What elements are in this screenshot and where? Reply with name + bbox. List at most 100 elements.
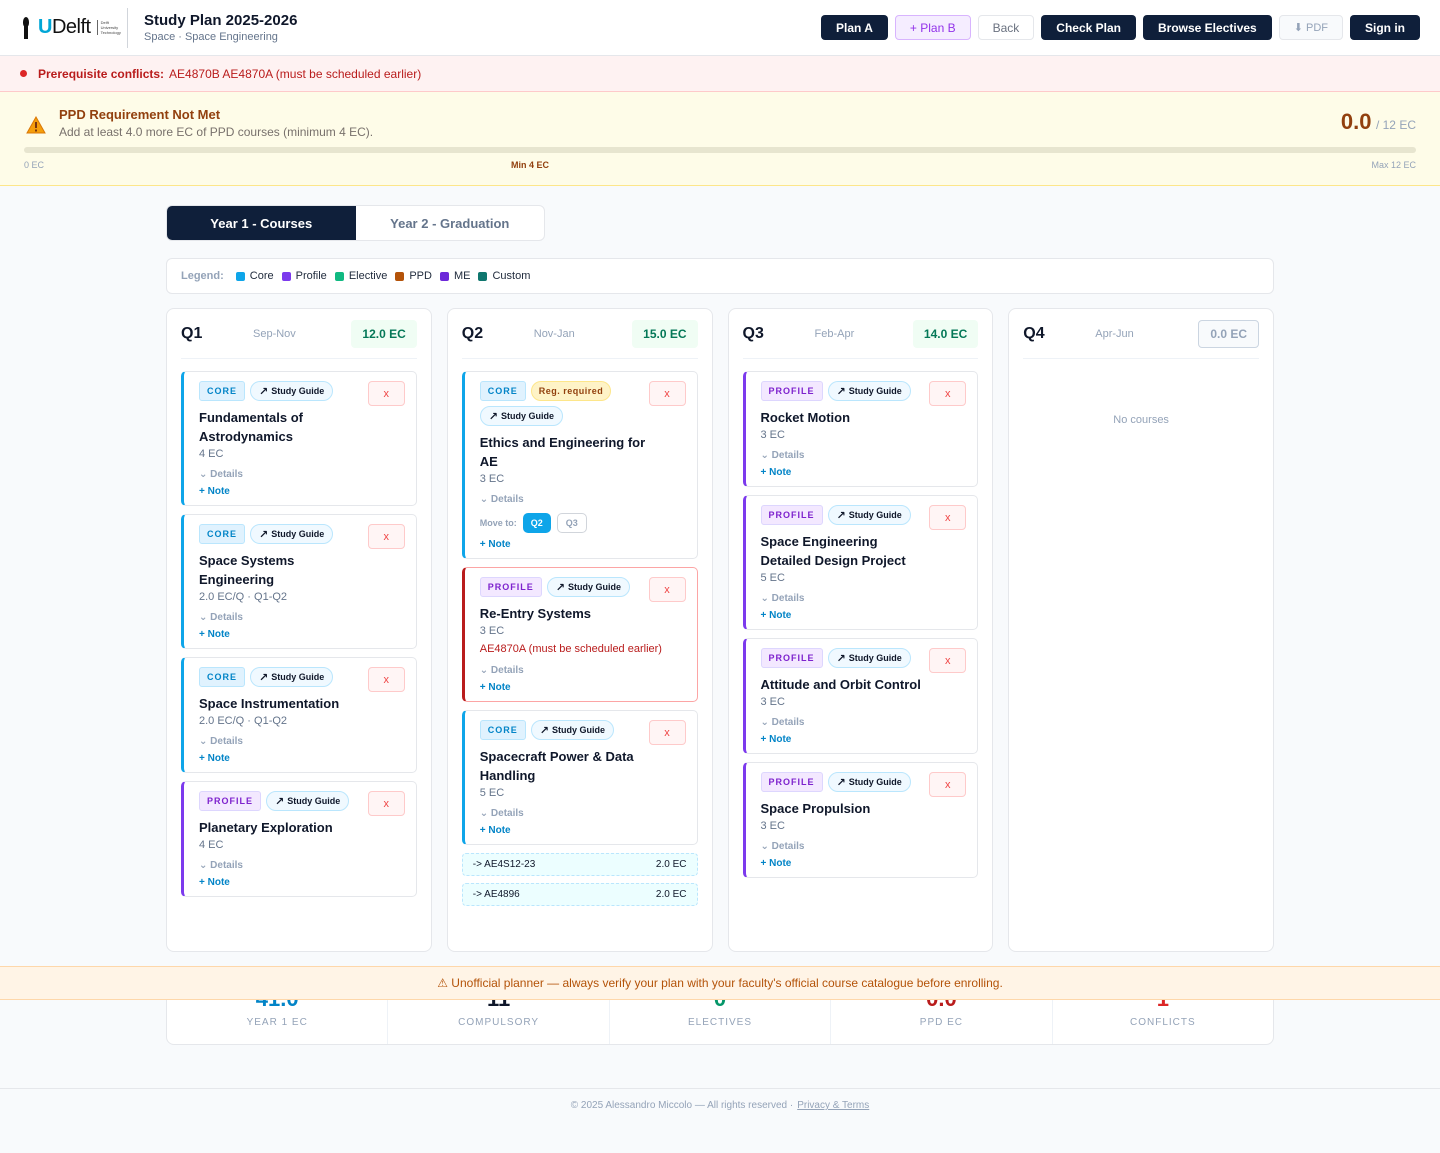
details-toggle[interactable]: ⌄ Details xyxy=(761,717,968,728)
chevron-down-icon: ⌄ xyxy=(760,841,772,852)
disclaimer-banner: ⚠ Unofficial planner — always verify you… xyxy=(0,966,1440,1000)
core-tag: CORE xyxy=(199,381,246,401)
remove-course-button[interactable]: x xyxy=(648,577,686,602)
add-note-link[interactable]: + Note xyxy=(479,825,511,836)
remove-course-button[interactable]: x xyxy=(367,667,405,692)
add-note-link[interactable]: + Note xyxy=(199,753,230,764)
quarter-q3[interactable]: Q3 Feb-Apr 14.0 EC PROFILE ↗ Study Guide … xyxy=(727,308,994,952)
details-toggle[interactable]: ⌄ Details xyxy=(199,860,406,871)
tab-year-1[interactable]: Year 1 - Courses xyxy=(167,206,356,240)
remove-course-button[interactable]: x xyxy=(367,791,405,816)
study-guide-link[interactable]: ↗ Study Guide xyxy=(479,406,563,426)
study-guide-link[interactable]: ↗ Study Guide xyxy=(546,577,630,597)
study-guide-link[interactable]: ↗ Study Guide xyxy=(250,667,334,687)
add-note-link[interactable]: + Note xyxy=(199,486,230,497)
move-to-q3-button[interactable]: Q3 xyxy=(556,513,587,533)
course-card[interactable]: CORE ↗ Study Guide x Space Instrumentatio… xyxy=(181,657,417,773)
add-note-link[interactable]: + Note xyxy=(760,734,792,745)
arrow-up-right-icon: ↗ xyxy=(836,385,846,398)
legend-swatch xyxy=(395,271,405,281)
course-ec: 3 EC xyxy=(479,625,505,637)
remove-course-button[interactable]: x xyxy=(929,505,967,530)
details-toggle[interactable]: ⌄ Details xyxy=(761,450,968,461)
details-toggle[interactable]: ⌄ Details xyxy=(761,841,968,852)
remove-course-button[interactable]: x xyxy=(929,648,967,673)
add-note-link[interactable]: + Note xyxy=(760,610,792,621)
course-card[interactable]: CORE ↗ Study Guide x Space Systems Engine… xyxy=(181,514,417,649)
details-toggle[interactable]: ⌄ Details xyxy=(761,593,968,604)
continuation-code: -> AE4896 xyxy=(472,889,520,900)
add-note-link[interactable]: + Note xyxy=(760,858,792,869)
add-note-link[interactable]: + Note xyxy=(760,467,792,478)
sign-in-button[interactable]: Sign in xyxy=(1350,15,1420,40)
chevron-down-icon: ⌄ xyxy=(199,469,211,480)
study-guide-link[interactable]: ↗ Study Guide xyxy=(250,381,334,401)
details-label: Details xyxy=(210,469,243,480)
arrow-up-right-icon: ↗ xyxy=(836,509,846,522)
continuation-code: -> AE4S12-23 xyxy=(472,859,536,870)
tab-year-2[interactable]: Year 2 - Graduation xyxy=(390,215,510,231)
browse-electives-button[interactable]: Browse Electives xyxy=(1143,15,1272,40)
details-label: Details xyxy=(210,860,243,871)
course-card[interactable]: PROFILE ↗ Study Guide x Space Propulsion … xyxy=(742,762,979,878)
course-card[interactable]: PROFILE ↗ Study Guide x Space Engineering… xyxy=(742,495,979,630)
remove-course-button[interactable]: x xyxy=(929,772,967,797)
add-note-link[interactable]: + Note xyxy=(479,682,511,693)
pdf-button[interactable]: ⬇ PDF xyxy=(1278,15,1343,40)
continuation-row[interactable]: -> AE4896 2.0 EC xyxy=(461,883,698,906)
course-ec: 4 EC xyxy=(199,448,224,460)
tu-delft-logo[interactable]: UDelft Delft University Technology xyxy=(20,7,128,48)
details-label: Details xyxy=(771,450,805,461)
remove-course-button[interactable]: x xyxy=(367,381,405,406)
course-card[interactable]: CORE ↗ Study Guide x Fundamentals of Astr… xyxy=(181,371,417,506)
remove-course-button[interactable]: x xyxy=(648,381,686,406)
quarter-q2[interactable]: Q2 Nov-Jan 15.0 EC CORE Reg. required ↗ S… xyxy=(446,308,713,952)
arrow-up-right-icon: ↗ xyxy=(259,528,269,541)
course-card[interactable]: PROFILE ↗ Study Guide x Attitude and Orbi… xyxy=(742,638,979,754)
course-card[interactable]: CORE Reg. required ↗ Study Guide x Ethics… xyxy=(461,371,698,559)
details-label: Details xyxy=(771,841,805,852)
details-toggle[interactable]: ⌄ Details xyxy=(480,494,687,505)
plan-a-button[interactable]: Plan A xyxy=(821,15,888,40)
plan-b-button[interactable]: + Plan B xyxy=(894,15,971,40)
course-name: Spacecraft Power & Data Handling xyxy=(479,749,634,783)
study-guide-link[interactable]: ↗ Study Guide xyxy=(827,505,911,525)
study-guide-link[interactable]: ↗ Study Guide xyxy=(827,381,911,401)
study-guide-link[interactable]: ↗ Study Guide xyxy=(530,720,614,740)
chevron-down-icon: ⌄ xyxy=(479,665,491,676)
move-to-q2-button[interactable]: Q2 xyxy=(522,513,551,533)
study-guide-link[interactable]: ↗ Study Guide xyxy=(827,648,911,668)
study-guide-link[interactable]: ↗ Study Guide xyxy=(266,791,350,811)
study-guide-link[interactable]: ↗ Study Guide xyxy=(250,524,334,544)
quarter-q4[interactable]: Q4 Apr-Jun 0.0 EC No courses xyxy=(1008,308,1274,952)
study-guide-link[interactable]: ↗ Study Guide xyxy=(827,772,911,792)
course-card[interactable]: PROFILE ↗ Study Guide x Planetary Explora… xyxy=(181,781,417,897)
warning-icon xyxy=(26,116,46,134)
remove-course-button[interactable]: x xyxy=(648,720,686,745)
details-toggle[interactable]: ⌄ Details xyxy=(480,808,687,819)
course-card[interactable]: PROFILE ↗ Study Guide x Rocket Motion 3 E… xyxy=(742,371,979,487)
add-note-link[interactable]: + Note xyxy=(479,539,511,550)
course-conflict-message: AE4870A (must be scheduled earlier) xyxy=(479,643,662,655)
continuation-ec: 2.0 EC xyxy=(655,889,687,900)
privacy-terms-link[interactable]: Privacy & Terms xyxy=(797,1100,870,1111)
remove-course-button[interactable]: x xyxy=(367,524,405,549)
continuation-row[interactable]: -> AE4S12-23 2.0 EC xyxy=(461,853,698,876)
details-toggle[interactable]: ⌄ Details xyxy=(199,612,406,623)
remove-course-button[interactable]: x xyxy=(929,381,967,406)
quarter-q1[interactable]: Q1 Sep-Nov 12.0 EC CORE ↗ Study Guide x F… xyxy=(166,308,432,952)
details-toggle[interactable]: ⌄ Details xyxy=(199,736,406,747)
arrow-up-right-icon: ↗ xyxy=(259,671,269,684)
course-card[interactable]: CORE ↗ Study Guide x Spacecraft Power & D… xyxy=(461,710,698,845)
course-ec: 2.0 EC/Q · Q1-Q2 xyxy=(199,591,288,603)
course-card-conflict[interactable]: PROFILE ↗ Study Guide x Re-Entry Systems … xyxy=(461,567,698,702)
check-plan-button[interactable]: Check Plan xyxy=(1041,15,1136,40)
move-to-label: Move to: xyxy=(479,518,517,528)
legend-swatch xyxy=(478,271,488,281)
add-note-link[interactable]: + Note xyxy=(199,877,230,888)
ppd-title: PPD Requirement Not Met xyxy=(59,107,221,122)
details-toggle[interactable]: ⌄ Details xyxy=(199,469,406,480)
add-note-link[interactable]: + Note xyxy=(199,629,230,640)
back-button[interactable]: Back xyxy=(977,15,1035,40)
details-toggle[interactable]: ⌄ Details xyxy=(480,665,687,676)
